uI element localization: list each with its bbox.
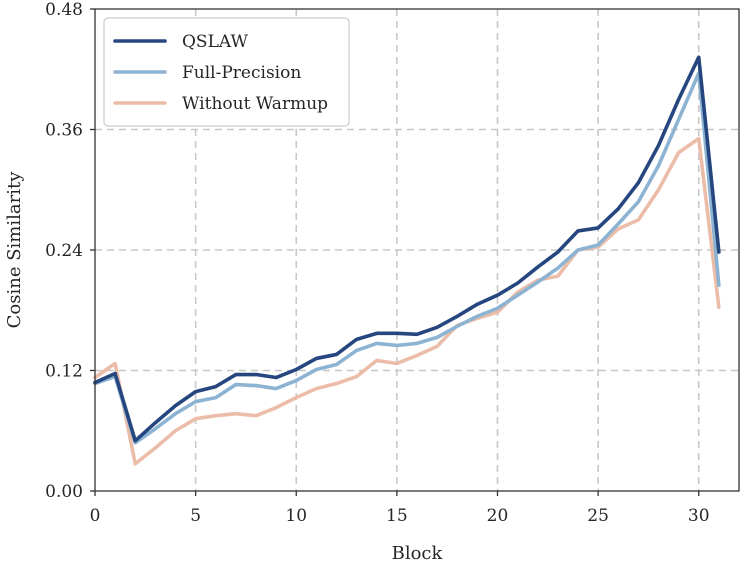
legend-label: Full-Precision	[182, 63, 301, 83]
series-line-qslaw	[93, 55, 721, 443]
grid-layer	[95, 9, 739, 491]
x-tick-label: 15	[386, 506, 408, 526]
y-axis-title: Cosine Similarity	[4, 171, 25, 329]
x-axis-title: Block	[392, 543, 444, 564]
legend-label: QSLAW	[182, 32, 248, 52]
tick-layer: 0 5 10 15 20 25 30 0.00 0.12 0.24 0.36 0.48	[45, 0, 709, 526]
series-line-full-precision	[93, 71, 721, 445]
y-tick-label: 0.00	[45, 482, 83, 502]
legend-label: Without Warmup	[182, 94, 328, 114]
y-tick-label: 0.24	[45, 241, 83, 261]
series-line-without-warmup	[93, 136, 721, 466]
x-tick-label: 0	[90, 506, 101, 526]
x-tick-label: 25	[587, 506, 609, 526]
legend: QSLAW Full-Precision Without Warmup	[103, 17, 350, 127]
x-tick-label: 5	[190, 506, 201, 526]
y-tick-label: 0.36	[45, 121, 83, 141]
y-tick-label: 0.12	[45, 362, 83, 382]
x-tick-label: 30	[688, 506, 710, 526]
legend-box	[103, 17, 350, 127]
x-tick-label: 10	[285, 506, 307, 526]
series-layer	[93, 55, 721, 466]
y-tick-label: 0.48	[45, 0, 83, 20]
x-tick-label: 20	[487, 506, 509, 526]
